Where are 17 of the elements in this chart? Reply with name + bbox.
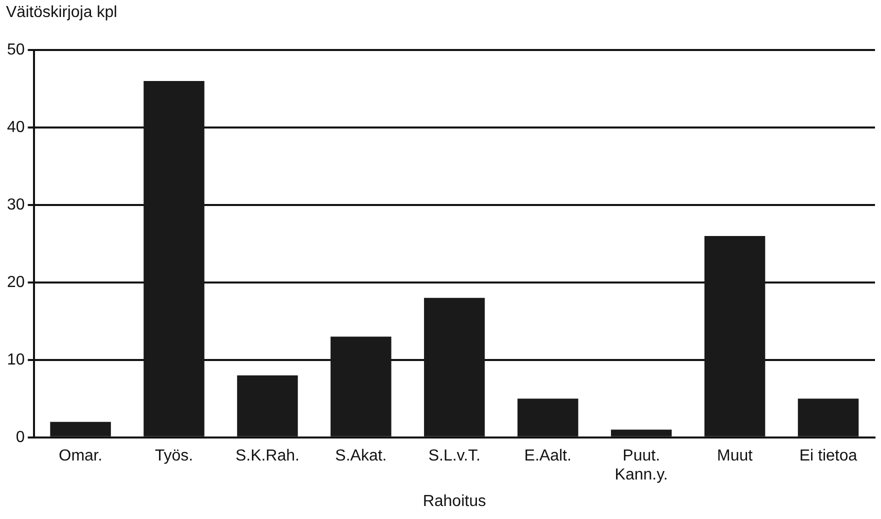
x-tick-label: Puut. Kann.y. — [614, 447, 668, 484]
y-tick-label: 30 — [7, 196, 25, 214]
y-tick-label: 20 — [7, 274, 25, 291]
y-tick-label: 40 — [7, 118, 25, 136]
y-tick-label: 0 — [16, 428, 25, 446]
x-axis-title: Rahoitus — [422, 492, 486, 510]
x-tick-label: E.Aalt. — [524, 447, 572, 464]
y-axis-title: Väitöskirjoja kpl — [6, 4, 118, 22]
y-tick-label: 50 — [7, 41, 25, 58]
y-tick-label: 10 — [7, 351, 25, 368]
x-tick-label: S.L.v.T. — [428, 447, 480, 464]
x-tick-label: Ei tietoa — [799, 447, 858, 464]
x-tick-label: Omar. — [58, 447, 102, 464]
x-tick-label: S.K.Rah. — [235, 447, 300, 464]
x-tick-label: S.Akat. — [335, 447, 387, 464]
x-tick-label: Muut — [717, 447, 754, 464]
x-tick-label: Työs. — [154, 447, 194, 464]
